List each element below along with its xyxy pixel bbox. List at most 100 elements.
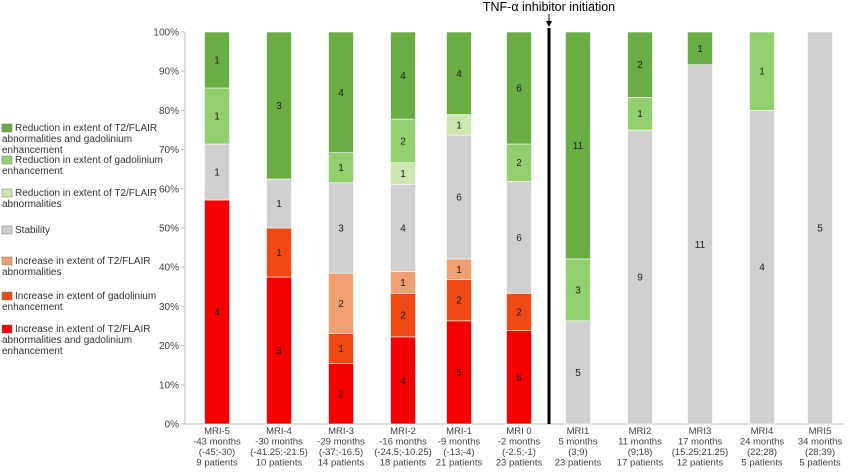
bar-value-label: 3 bbox=[276, 346, 282, 357]
bar-segment bbox=[446, 279, 472, 322]
bar-segment bbox=[749, 31, 775, 111]
y-tick-label: 0% bbox=[165, 420, 180, 431]
bar-segment bbox=[627, 97, 653, 131]
bar-value-label: 4 bbox=[214, 308, 220, 319]
x-tick-label: MRI1 bbox=[567, 426, 590, 437]
x-tick-label: 5 patients bbox=[799, 458, 840, 469]
bar-value-label: 11 bbox=[573, 141, 584, 152]
legend-label: Reduction in extent of gadolinium enhance… bbox=[2, 155, 163, 177]
x-tick-label: MRI-3 bbox=[328, 426, 354, 437]
bar-value-label: 6 bbox=[516, 233, 522, 244]
bar-segment bbox=[565, 31, 591, 260]
x-tick-label: 12 patients bbox=[677, 458, 724, 469]
bar-segment bbox=[565, 258, 591, 322]
bar-value-label: 4 bbox=[759, 263, 765, 274]
bar-value-label: 1 bbox=[456, 265, 462, 276]
x-tick-label: (9;18) bbox=[628, 447, 653, 458]
bar-value-label: 1 bbox=[214, 112, 220, 123]
x-tick-label: (-41.25;-21.5) bbox=[250, 447, 308, 458]
bar-value-label: 1 bbox=[214, 56, 220, 67]
legend-label: Reduction in extent of T2/FLAIR abnormali… bbox=[2, 188, 157, 210]
y-tick-label: 90% bbox=[159, 67, 179, 78]
bar-value-label: 2 bbox=[456, 296, 462, 307]
bar-value-label: 2 bbox=[516, 308, 522, 319]
bar-value-label: 11 bbox=[695, 240, 706, 251]
bar-value-label: 4 bbox=[400, 376, 406, 387]
y-tick-label: 100% bbox=[153, 28, 179, 39]
bar-segment bbox=[506, 31, 532, 145]
x-tick-label: (3;9) bbox=[568, 447, 588, 458]
bar-segment bbox=[506, 330, 532, 425]
bar-segment bbox=[328, 363, 354, 425]
bar-value-label: 1 bbox=[276, 199, 282, 210]
y-tick-label: 20% bbox=[159, 341, 179, 352]
bar-segment bbox=[266, 31, 292, 180]
x-tick-label: -29 months bbox=[317, 437, 365, 448]
bar-segment bbox=[446, 320, 472, 425]
legend-label: Increase in extent of T2/FLAIR abnormalit… bbox=[2, 256, 150, 278]
bar-value-label: 2 bbox=[637, 60, 643, 71]
annotation-label: TNF-α inhibitor initiation bbox=[483, 0, 615, 14]
bar-segment bbox=[506, 293, 532, 331]
bar-value-label: 3 bbox=[575, 285, 581, 296]
y-tick-label: 10% bbox=[159, 380, 179, 391]
x-tick-label: MRI2 bbox=[629, 426, 652, 437]
bar-value-label: 5 bbox=[817, 224, 823, 235]
x-tick-label: 21 patients bbox=[436, 458, 483, 469]
x-tick-label: (-13;-4) bbox=[443, 447, 474, 458]
y-tick-label: 60% bbox=[159, 184, 179, 195]
x-tick-label: MRI-2 bbox=[390, 426, 416, 437]
x-tick-label: 5 months bbox=[558, 437, 597, 448]
bar-segment bbox=[446, 134, 472, 260]
x-tick-label: (-24.5;-10.25) bbox=[374, 447, 432, 458]
y-tick-label: 30% bbox=[159, 302, 179, 313]
x-tick-label: (-37;-16.5) bbox=[319, 447, 363, 458]
bar-value-label: 1 bbox=[637, 109, 643, 120]
bar-segment bbox=[328, 272, 354, 334]
bar-segment bbox=[390, 293, 416, 338]
bar-value-label: 1 bbox=[400, 169, 406, 180]
legend-swatch bbox=[1, 155, 13, 165]
bar-segment bbox=[687, 31, 713, 65]
bar-value-label: 1 bbox=[759, 67, 765, 78]
bar-segment bbox=[266, 178, 292, 229]
legend-swatch bbox=[1, 324, 13, 334]
bar-value-label: 6 bbox=[516, 84, 522, 95]
x-tick-label: MRI4 bbox=[751, 426, 774, 437]
x-tick-label: MRI3 bbox=[689, 426, 712, 437]
bar-segment bbox=[446, 31, 472, 115]
bar-segment bbox=[627, 31, 653, 98]
bar-value-label: 2 bbox=[400, 136, 406, 147]
bar-value-label: 1 bbox=[697, 44, 703, 55]
bar-value-label: 5 bbox=[575, 368, 581, 379]
bar-value-label: 4 bbox=[338, 88, 344, 99]
legend-swatch bbox=[1, 225, 13, 235]
bar-segment bbox=[390, 336, 416, 425]
x-tick-label: (-45;-30) bbox=[199, 447, 235, 458]
x-tick-label: -2 months bbox=[498, 437, 540, 448]
bar-value-label: 5 bbox=[456, 368, 462, 379]
bar-value-label: 6 bbox=[456, 193, 462, 204]
bar-value-label: 4 bbox=[400, 71, 406, 82]
legend-swatch bbox=[1, 188, 13, 198]
bar-value-label: 1 bbox=[214, 168, 220, 179]
bar-value-label: 1 bbox=[456, 120, 462, 131]
legend-label: Increase in extent of gadolinium enhancem… bbox=[2, 291, 156, 313]
annotation-arrowhead bbox=[546, 21, 552, 27]
x-tick-label: (-2.5;-1) bbox=[502, 447, 536, 458]
x-tick-label: -30 months bbox=[255, 437, 303, 448]
bar-segment bbox=[390, 31, 416, 120]
legend-label: Increase in extent of T2/FLAIR abnormalit… bbox=[2, 324, 150, 357]
x-tick-label: 5 patients bbox=[741, 458, 782, 469]
x-tick-label: -16 months bbox=[379, 437, 427, 448]
x-tick-label: 23 patients bbox=[496, 458, 543, 469]
x-tick-label: 9 patients bbox=[196, 458, 237, 469]
bar-value-label: 9 bbox=[637, 273, 643, 284]
legend-swatch bbox=[1, 291, 13, 301]
bar-segment bbox=[328, 31, 354, 153]
legend-label: Reduction in extent of T2/FLAIR abnormali… bbox=[2, 123, 157, 156]
bar-segment bbox=[627, 129, 653, 425]
bar-value-label: 5 bbox=[516, 373, 522, 384]
x-tick-label: (15.25;21.25) bbox=[672, 447, 729, 458]
